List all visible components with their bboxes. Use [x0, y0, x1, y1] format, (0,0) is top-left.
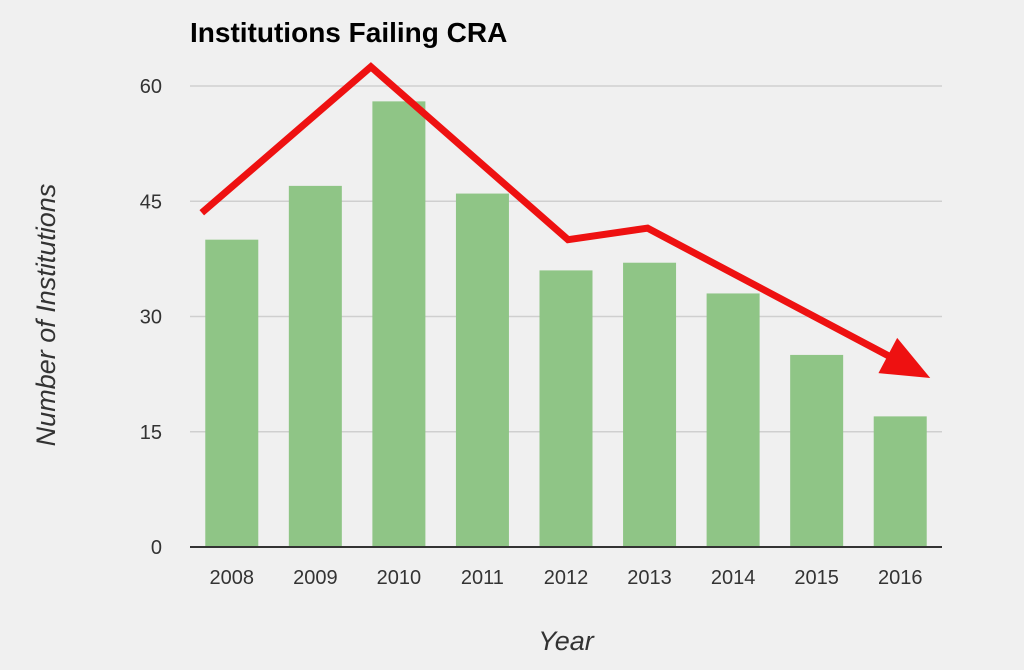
trend-arrow	[199, 62, 931, 378]
chart-title: Institutions Failing CRA	[190, 17, 507, 48]
bar-2013	[623, 262, 677, 547]
x-tick-label: 2010	[377, 567, 422, 589]
x-tick-label: 2008	[210, 567, 255, 589]
y-axis-label: Number of Institutions	[31, 184, 61, 447]
y-tick-label: 15	[140, 422, 162, 444]
bar-2011	[455, 193, 509, 548]
x-tick-label: 2011	[461, 567, 504, 589]
x-tick-label: 2015	[794, 567, 839, 589]
x-axis-ticks: 2008 2009 2010 2011 2012 2013 2014 2015 2016	[210, 567, 923, 589]
trend-line	[199, 62, 893, 361]
y-tick-label: 45	[140, 191, 162, 213]
x-tick-label: 2014	[711, 567, 756, 589]
y-axis-ticks: 0 15 30 45 60	[140, 76, 162, 559]
x-tick-label: 2009	[293, 567, 338, 589]
x-tick-label: 2016	[878, 567, 923, 589]
bar-2012	[539, 270, 593, 547]
x-tick-label: 2013	[627, 567, 672, 589]
bar-2015	[790, 354, 844, 547]
bar-2010	[372, 101, 426, 547]
y-tick-label: 30	[140, 307, 162, 329]
y-tick-label: 0	[151, 537, 162, 559]
y-tick-label: 60	[140, 76, 162, 98]
bar-2009	[288, 185, 342, 547]
bars	[205, 101, 927, 548]
x-axis-label: Year	[538, 626, 595, 656]
x-tick-label: 2012	[544, 567, 589, 589]
bar-2014	[706, 293, 760, 547]
bar-2008	[205, 239, 259, 547]
arrowhead	[878, 337, 931, 378]
bar-2016	[873, 416, 927, 547]
